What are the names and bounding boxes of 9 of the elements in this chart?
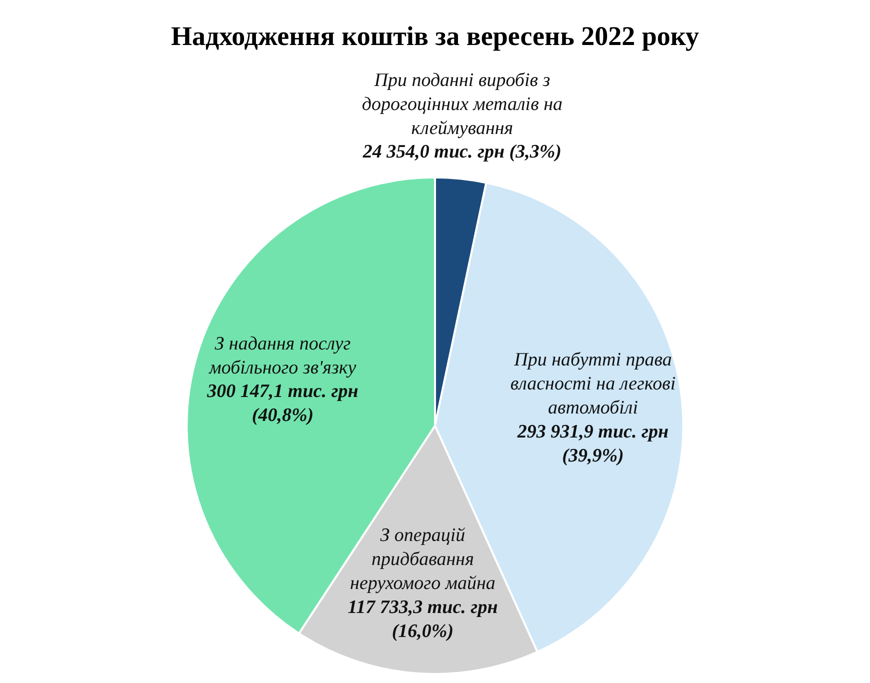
chart-title: Надходження коштів за вересень 2022 року <box>170 21 700 52</box>
slice-label: При поданні виробів з дорогоцінних металів на клеймування <box>362 70 563 139</box>
slice-label: З надання послуг мобільного зв'язку <box>208 333 357 378</box>
slice-label: При набутті права власності на легкові автомобілі <box>510 349 676 418</box>
data-label: 300 147,1 тис. грн (40,8%) <box>206 381 358 426</box>
data-label: 293 931,9 тис. грн (39,9%) <box>516 421 669 466</box>
data-label: 24 354,0 тис. грн (3,3%) <box>362 142 562 163</box>
slice-label: З операцій придбавання нерухомого майна <box>350 525 496 594</box>
data-label: 117 733,3 тис. грн (16,0%) <box>348 597 498 642</box>
